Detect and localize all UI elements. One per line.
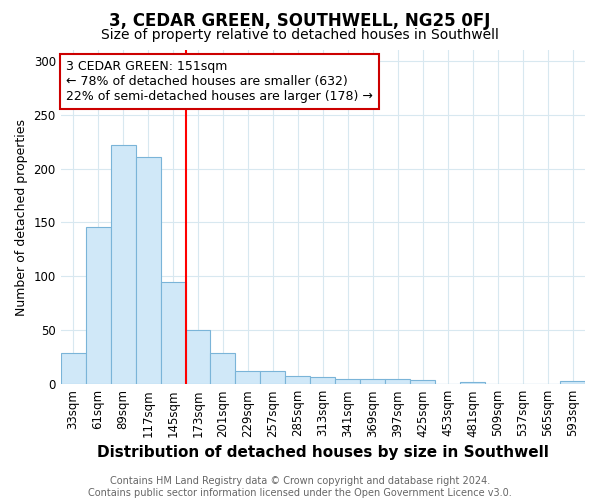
- Bar: [360, 379, 385, 384]
- Bar: [235, 371, 260, 384]
- Bar: [460, 382, 485, 384]
- Bar: [61, 353, 86, 384]
- Bar: [335, 379, 360, 384]
- Bar: [185, 330, 211, 384]
- Bar: [560, 381, 585, 384]
- Y-axis label: Number of detached properties: Number of detached properties: [15, 118, 28, 316]
- Bar: [136, 156, 161, 384]
- Bar: [86, 227, 110, 384]
- Bar: [410, 380, 435, 384]
- Text: 3 CEDAR GREEN: 151sqm
← 78% of detached houses are smaller (632)
22% of semi-det: 3 CEDAR GREEN: 151sqm ← 78% of detached …: [66, 60, 373, 103]
- Text: Contains HM Land Registry data © Crown copyright and database right 2024.
Contai: Contains HM Land Registry data © Crown c…: [88, 476, 512, 498]
- Bar: [260, 371, 286, 384]
- Text: 3, CEDAR GREEN, SOUTHWELL, NG25 0FJ: 3, CEDAR GREEN, SOUTHWELL, NG25 0FJ: [109, 12, 491, 30]
- X-axis label: Distribution of detached houses by size in Southwell: Distribution of detached houses by size …: [97, 445, 549, 460]
- Text: Size of property relative to detached houses in Southwell: Size of property relative to detached ho…: [101, 28, 499, 42]
- Bar: [110, 145, 136, 384]
- Bar: [211, 353, 235, 384]
- Bar: [286, 376, 310, 384]
- Bar: [161, 282, 185, 384]
- Bar: [385, 379, 410, 384]
- Bar: [310, 376, 335, 384]
